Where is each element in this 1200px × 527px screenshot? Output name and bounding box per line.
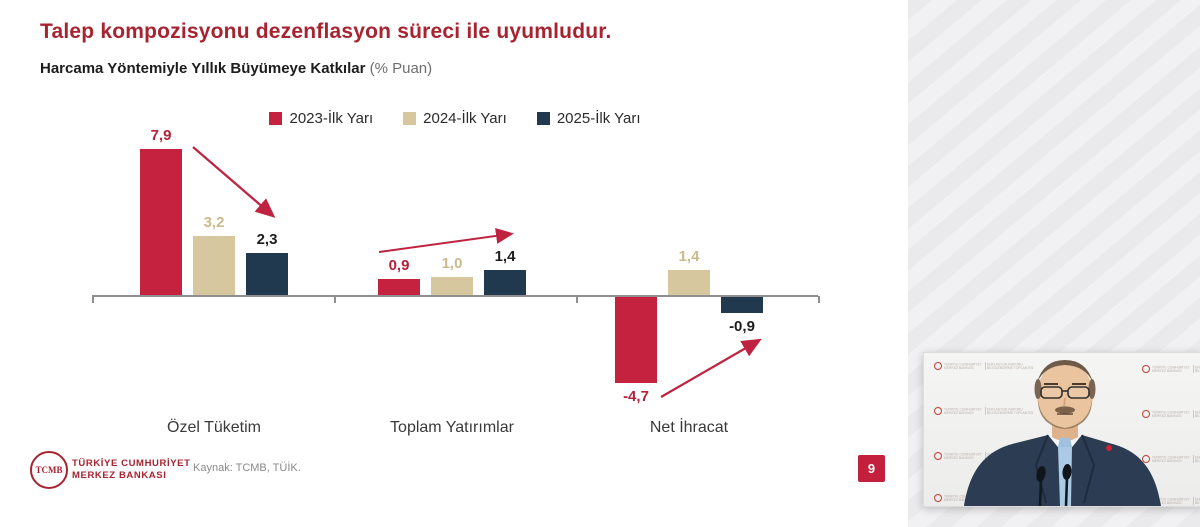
bar-value-label: 1,4 <box>494 247 516 265</box>
speaker-tie-knot <box>1058 438 1072 447</box>
legend-item: 2025-İlk Yarı <box>536 109 641 127</box>
tcmb-mini-logo-icon <box>1142 455 1150 463</box>
backdrop-divider <box>985 452 986 460</box>
chart-subtitle-text: Harcama Yöntemiyle Yıllık Büyümeye Katkı… <box>40 60 366 77</box>
speaker-hair-side-right <box>1088 379 1096 399</box>
bar-value-label: 7,9 <box>150 127 172 145</box>
tcmb-mini-logo-icon <box>934 494 942 502</box>
speaker-nose <box>1063 397 1066 407</box>
bar-value-label: -0,9 <box>729 317 755 335</box>
page-number: 9 <box>867 461 876 476</box>
speaker-hair <box>1037 360 1093 383</box>
bar-value-label: 3,2 <box>203 214 225 232</box>
microphone-head-left <box>1036 466 1046 482</box>
category-label: Net İhracat <box>649 419 729 436</box>
chart-subtitle-unit: (% Puan) <box>369 60 433 77</box>
speaker <box>964 360 1161 506</box>
tcmb-logo-monogram: TCMB <box>35 465 63 475</box>
tcmb-mini-logo-icon <box>934 452 942 460</box>
axis-tick <box>818 296 820 303</box>
axis-tick <box>334 296 336 303</box>
tcmb-mini-logo-icon <box>1142 410 1150 418</box>
speaker-head <box>1037 362 1093 428</box>
bar-2023-1 <box>378 279 420 296</box>
backdrop-divider <box>1193 455 1194 463</box>
bar-value-label: 1,0 <box>441 255 463 273</box>
legend-label: 2025-İlk Yarı <box>556 109 641 127</box>
bar-2025-2 <box>721 296 763 313</box>
bar-value-label: -4,7 <box>623 388 649 406</box>
legend-item: 2024-İlk Yarı <box>403 110 507 127</box>
bank-name: TÜRKİYE CUMHURİYET MERKEZ BANKASI <box>72 458 190 482</box>
microphone-head-right <box>1062 464 1072 480</box>
tcmb-logo: TCMB <box>30 451 68 489</box>
bar-value-label: 1,4 <box>678 247 700 265</box>
speaker-hair-side-left <box>1034 379 1042 399</box>
speaker-glasses-left-lens <box>1040 386 1063 399</box>
tcmb-mini-logo-icon <box>1142 365 1150 373</box>
page-number-badge: 9 <box>858 455 885 482</box>
legend-swatch-icon <box>269 111 283 125</box>
legend-item: 2023-İlk Yarı <box>269 110 373 127</box>
presentation-slide: Talep kompozisyonu dezenflasyon süreci i… <box>30 20 885 489</box>
speaker-lapel-right <box>1081 434 1096 504</box>
legend-label: 2024-İlk Yarı <box>423 109 507 127</box>
tcmb-mini-logo-icon <box>934 407 942 415</box>
bar-2025-1 <box>484 269 526 296</box>
legend-label: 2023-İlk Yarı <box>289 109 374 127</box>
chart-subtitle: Harcama Yöntemiyle Yıllık Büyümeye Katkı… <box>40 60 432 77</box>
bar-2024-2 <box>668 269 710 296</box>
axis-tick <box>92 296 94 303</box>
x-axis <box>92 295 818 297</box>
bar-chart: 7,9 0,9 -4,7 3,2 1,0 1,4 2,3 1,4 -0,9 Özel Tüketi… <box>92 127 820 436</box>
bar-2025-0 <box>246 253 288 296</box>
source-note: Kaynak: TCMB, TÜİK. <box>193 462 301 474</box>
slide-title: Talep kompozisyonu dezenflasyon süreci i… <box>40 20 612 43</box>
legend-swatch-icon <box>536 111 550 125</box>
backdrop-divider <box>985 407 986 415</box>
tcmb-mini-logo-icon <box>934 362 942 370</box>
bar-2024-0 <box>193 236 235 296</box>
backdrop-divider <box>1193 410 1194 418</box>
bar-value-label: 2,3 <box>256 231 278 249</box>
speaker-lapel-left <box>1034 434 1049 504</box>
backdrop-divider <box>985 362 986 370</box>
category-label: Özel Tüketim <box>167 419 261 436</box>
bar-2024-1 <box>431 277 473 296</box>
speaker-glasses-right-lens <box>1067 386 1090 399</box>
microphone-stem-right <box>1064 477 1069 506</box>
speaker-video-feed[interactable]: TÜRKİYE CUMHURİYET MERKEZ BANKASI ENFLASYO… <box>923 352 1200 507</box>
microphone-stem-left <box>1038 479 1043 506</box>
backdrop-divider <box>1193 365 1194 373</box>
bank-name-line2: MERKEZ BANKASI <box>72 469 167 481</box>
backdrop-divider <box>1193 497 1194 505</box>
category-label: Toplam Yatırımlar <box>390 419 514 436</box>
bank-name-line1: TÜRKİYE CUMHURİYET <box>72 458 191 469</box>
axis-tick <box>576 296 578 303</box>
bar-2023-0 <box>140 149 182 296</box>
legend-swatch-icon <box>403 111 417 125</box>
speaker-mustache <box>1055 406 1075 414</box>
chart-legend: 2023-İlk Yarı 2024-İlk Yarı 2025-İlk Yarı <box>92 107 818 129</box>
bar-2023-2 <box>615 296 657 384</box>
flag-pin <box>1106 445 1112 451</box>
bar-value-label: 0,9 <box>388 257 410 275</box>
